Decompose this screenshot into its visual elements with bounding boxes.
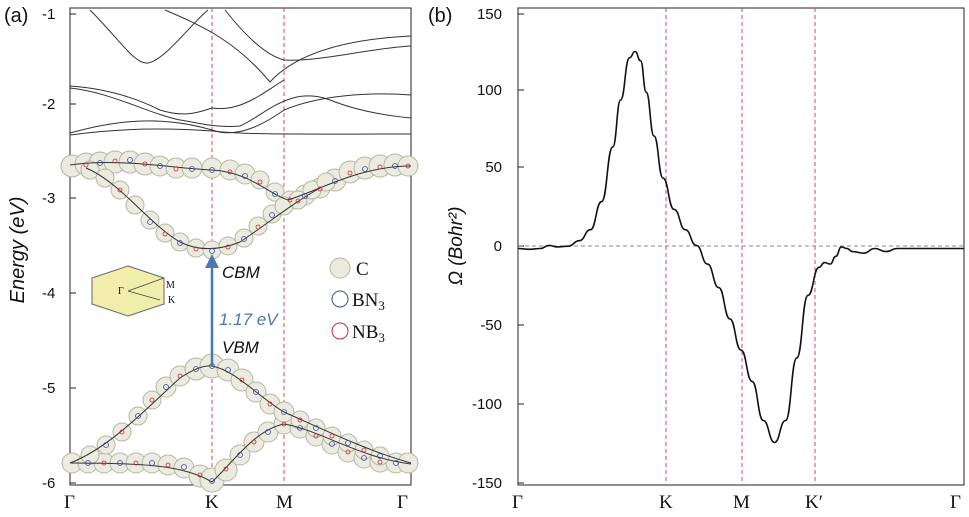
a-ytick-label: -2 xyxy=(42,96,55,113)
b-xtick-m: M xyxy=(733,492,750,513)
panel-b-label: (b) xyxy=(428,5,452,27)
a-ytick-label: -5 xyxy=(42,380,55,397)
legend-label-nb3: NB3 xyxy=(352,322,385,345)
a-bz-inset: Γ M K xyxy=(91,265,176,317)
a-xtick-m: M xyxy=(276,492,293,513)
b-ytick-label: 0 xyxy=(494,238,502,255)
a-vb-orbital-markers xyxy=(85,363,399,484)
a-ytick-label: -6 xyxy=(42,475,55,492)
a-ytick-label: -3 xyxy=(42,190,55,207)
a-vb-c-markers xyxy=(61,353,419,493)
panel-a: (a) -1 -2 -3 -4 -5 -6 Energy (eV) Γ K M … xyxy=(4,5,419,513)
a-gap-arrow xyxy=(205,254,219,366)
b-ylabel: Ω (Bohr²) xyxy=(446,207,467,286)
b-ytick-label: -50 xyxy=(480,317,502,334)
legend-marker-nb3 xyxy=(331,322,349,340)
b-xtick-kprime: K′ xyxy=(805,492,823,513)
a-bz-k: K xyxy=(168,295,176,306)
a-upper-bands xyxy=(69,9,412,136)
a-yticks xyxy=(70,13,76,484)
a-vb-lines xyxy=(69,365,412,483)
a-cbm-label: CBM xyxy=(222,263,261,282)
panel-a-frame xyxy=(69,7,412,486)
b-xtick-gamma: Γ xyxy=(512,492,523,513)
b-berry-curvature-line xyxy=(517,50,965,444)
legend-marker-c xyxy=(329,257,351,279)
a-xtick-gamma: Γ xyxy=(64,492,75,513)
a-bz-gamma: Γ xyxy=(118,286,124,297)
a-cb-orbital-markers xyxy=(83,157,411,254)
legend-label-bn3: BN3 xyxy=(352,290,385,313)
a-ylabel: Energy (eV) xyxy=(7,197,29,304)
b-xtick-gamma-end: Γ xyxy=(950,492,961,513)
b-ytick-label: 50 xyxy=(485,159,502,176)
b-ytick-label: -100 xyxy=(472,396,502,413)
a-legend: C BN3 NB3 xyxy=(329,257,385,345)
panel-b-frame xyxy=(517,7,965,486)
a-cb-c-markers xyxy=(60,150,419,260)
legend-label-c: C xyxy=(356,259,369,280)
panel-b: (b) 150 100 50 0 -50 -100 -150 Ω (Bohr²)… xyxy=(428,5,965,513)
b-ytick-label: 150 xyxy=(477,6,502,23)
a-xtick-k: K xyxy=(205,492,219,513)
a-bz-m: M xyxy=(166,280,175,291)
a-ytick-label: -1 xyxy=(42,6,55,23)
b-ytick-label: -150 xyxy=(472,475,502,492)
a-ytick-label: -4 xyxy=(42,285,55,302)
legend-marker-bn3 xyxy=(331,290,349,308)
a-gap-label: 1.17 eV xyxy=(219,310,279,329)
a-xtick-gamma-end: Γ xyxy=(397,492,408,513)
panel-a-label: (a) xyxy=(4,5,28,27)
b-kpath-lines xyxy=(665,8,816,485)
a-cb-lines xyxy=(69,162,412,250)
b-ytick-label: 100 xyxy=(477,82,502,99)
b-xtick-k: K xyxy=(659,492,673,513)
a-vbm-label: VBM xyxy=(222,338,260,357)
